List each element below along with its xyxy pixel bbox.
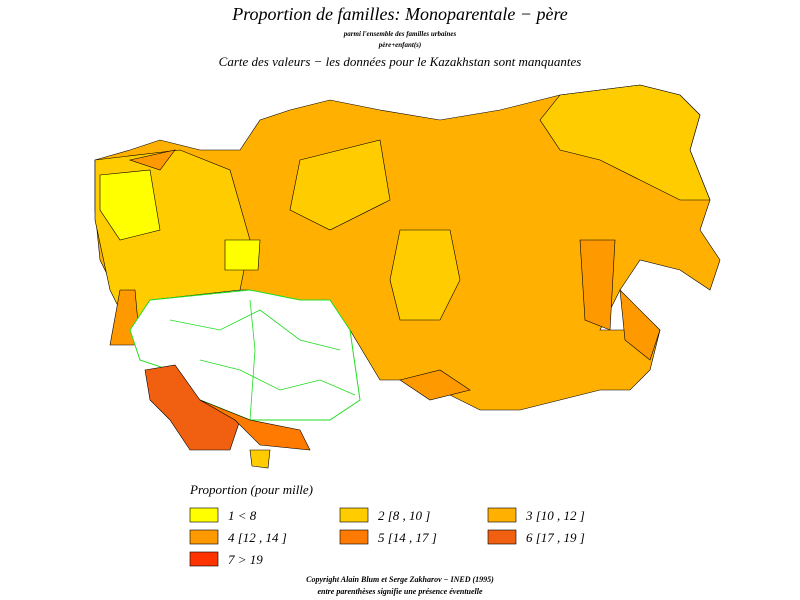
subtitle: Carte des valeurs − les données pour le … — [219, 54, 582, 69]
legend-label: 1 < 8 — [228, 508, 257, 523]
border — [169, 309, 341, 351]
legend-swatch — [487, 529, 517, 545]
region — [579, 239, 616, 331]
region — [619, 289, 661, 361]
legend-label: 6 [17 , 19 ] — [526, 530, 585, 545]
legend-swatch — [189, 529, 219, 545]
region — [289, 139, 391, 231]
legend: 1 < 8 2 [8 , 10 ] 3 [10 , 12 ] 4 [12 , 14 ]… — [189, 507, 585, 567]
subtitle: père+enfant(s) — [378, 41, 421, 49]
region — [199, 399, 311, 451]
legend-label: 4 [12 , 14 ] — [228, 530, 287, 545]
title: Proportion de familles: Monoparentale − … — [231, 4, 568, 24]
map — [94, 84, 721, 469]
legend-swatch — [189, 551, 219, 567]
legend-label: 5 [14 , 17 ] — [378, 530, 437, 545]
legend-swatch — [189, 507, 219, 523]
region — [144, 364, 241, 451]
region — [249, 449, 271, 469]
border — [249, 299, 256, 421]
footer: Copyright Alain Blum et Serge Zakharov −… — [306, 575, 494, 584]
legend-label: 3 [10 , 12 ] — [525, 508, 585, 523]
region — [224, 239, 261, 271]
region — [128, 149, 176, 171]
region — [399, 369, 471, 401]
legend-swatch — [339, 507, 369, 523]
legend-label: 7 > 19 — [228, 552, 263, 567]
footer: entre parenthèses signifie une présence … — [317, 587, 483, 596]
region — [389, 229, 461, 321]
legend-swatch — [339, 529, 369, 545]
legend-label: 2 [8 , 10 ] — [378, 508, 430, 523]
region — [99, 169, 161, 241]
subtitle: parmi l'ensemble des familles urbaines — [343, 30, 457, 38]
border — [199, 359, 356, 396]
region — [539, 84, 711, 201]
legend-swatch — [487, 507, 517, 523]
legend-title: Proportion (pour mille) — [189, 482, 313, 497]
